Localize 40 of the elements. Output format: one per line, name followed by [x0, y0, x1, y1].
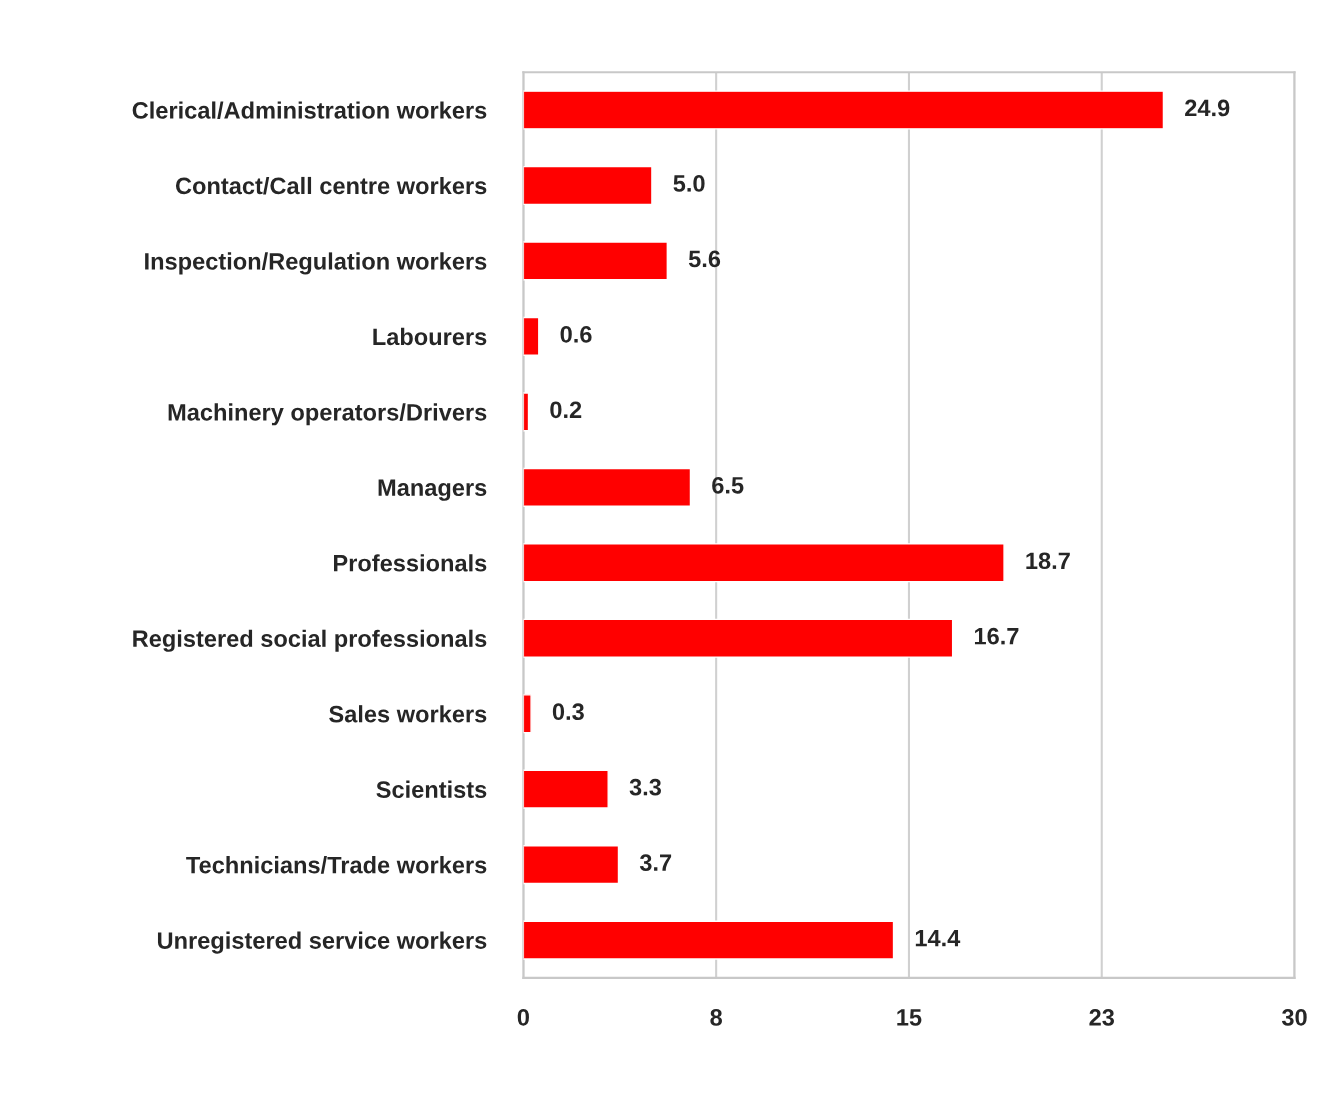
data-label: 0.2: [550, 401, 582, 419]
data-label: 0.6: [560, 326, 592, 343]
bar: [523, 241, 669, 281]
y-tick-label: Unregistered service workers: [157, 931, 487, 954]
data-label: 5.6: [688, 250, 721, 268]
y-tick-label: Clerical/Administration workers: [132, 101, 487, 120]
data-label: 14.4: [915, 929, 961, 947]
bar: [523, 618, 954, 658]
y-tick-label: Sales workers: [329, 705, 487, 723]
bar: [523, 90, 1165, 130]
bar: [523, 165, 653, 206]
y-tick-label: Inspection/Regulation workers: [145, 252, 487, 275]
y-tick-label: Registered social professionals: [133, 629, 487, 652]
x-tick-label: 0: [517, 1009, 529, 1026]
data-label: 3.3: [629, 778, 661, 796]
x-tick-label: 30: [1281, 1009, 1307, 1026]
bar: [523, 769, 609, 809]
data-label: 18.7: [1026, 552, 1070, 570]
bar: [523, 543, 1005, 583]
data-label: 16.7: [974, 627, 1019, 645]
y-tick-label: Managers: [378, 479, 487, 501]
x-tick-label: 23: [1089, 1009, 1115, 1026]
y-tick-label: Technicians/Trade workers: [186, 856, 487, 874]
y-tick-label: Professionals: [334, 554, 487, 572]
bar: [523, 845, 620, 885]
y-tick-label: Machinery operators/Drivers: [168, 403, 487, 426]
y-tick-label: Labourers: [373, 327, 487, 346]
data-label: 5.0: [673, 175, 705, 192]
bar: [523, 316, 540, 356]
data-label: 24.9: [1185, 99, 1230, 117]
data-label: 0.3: [552, 703, 584, 721]
y-tick-label: Contact/Call centre workers: [175, 176, 487, 195]
x-tick-label: 15: [897, 1009, 922, 1026]
x-tick-label: 8: [710, 1009, 722, 1026]
bar: [523, 694, 532, 734]
bar: [523, 920, 895, 960]
bar: [523, 467, 692, 507]
y-tick-label: Scientists: [376, 780, 487, 798]
data-label: 6.5: [712, 476, 744, 494]
data-label: 3.7: [639, 854, 672, 872]
